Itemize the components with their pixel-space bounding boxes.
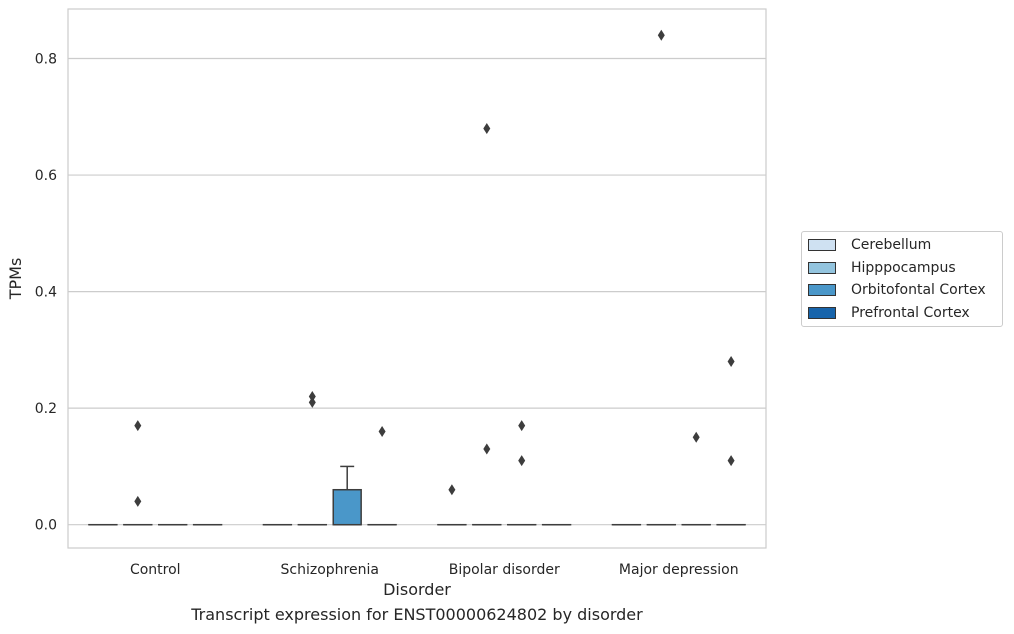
x-tick-label: Schizophrenia <box>281 562 379 578</box>
box-hipppocampus <box>472 122 502 526</box>
y-tick-label: 0.2 <box>35 401 57 417</box>
x-tick-label: Control <box>130 562 181 578</box>
grid-lines <box>68 57 766 526</box>
legend-item-cerebellum: Cerebellum <box>808 235 931 255</box>
legend-swatch-cerebellum <box>808 239 836 251</box>
box-orbitofontal-cortex <box>681 431 711 526</box>
box-plot-marks <box>88 29 746 526</box>
outlier-point <box>448 484 456 496</box>
legend-label: Orbitofontal Cortex <box>851 282 986 298</box>
x-tick-label: Major depression <box>619 562 739 578</box>
legend-item-hippocampus: Hipppocampus <box>808 258 956 278</box>
legend-label: Prefrontal Cortex <box>851 305 970 321</box>
plot-area-frame <box>67 8 767 549</box>
legend-swatch-hippocampus <box>808 262 836 274</box>
box-prefrontal-cortex <box>367 425 397 526</box>
legend-item-orbitofrontal-cortex: Orbitofontal Cortex <box>808 280 986 300</box>
outlier-point <box>134 420 142 432</box>
box-hipppocampus <box>123 420 153 526</box>
y-tick-label: 0.4 <box>35 285 57 301</box>
box-prefrontal-cortex <box>716 356 746 526</box>
outlier-point <box>727 356 735 368</box>
legend-item-prefrontal-cortex: Prefrontal Cortex <box>808 303 970 323</box>
x-axis-tick-labels: Control Schizophrenia Bipolar disorder Majo… <box>130 562 739 578</box>
outlier-point <box>308 390 316 402</box>
outlier-point <box>483 122 491 134</box>
outlier-point <box>727 455 735 467</box>
box-body <box>332 488 362 526</box>
y-tick-label: 0.0 <box>35 518 57 534</box>
outlier-point <box>308 396 316 408</box>
outlier-point <box>518 420 526 432</box>
outlier-point <box>692 431 700 443</box>
legend-label: Cerebellum <box>851 237 932 253</box>
box-hipppocampus <box>646 29 677 526</box>
y-tick-label: 0.8 <box>35 52 57 68</box>
y-tick-label: 0.6 <box>35 168 57 184</box>
box-orbitofontal-cortex <box>332 465 362 526</box>
y-axis-label: TPMs <box>6 258 25 301</box>
legend-label: Hipppocampus <box>851 260 956 276</box>
figure-caption: Transcript expression for ENST0000062480… <box>191 605 643 624</box>
legend: Cerebellum Hipppocampus Orbitofontal Cor… <box>801 231 1003 327</box>
box-cerebellum <box>437 484 467 526</box>
legend-swatch-orbitofrontal-cortex <box>808 284 836 296</box>
outlier-point <box>378 425 386 437</box>
outlier-point <box>134 495 142 507</box>
outlier-point <box>518 455 526 467</box>
outlier-point <box>483 443 491 455</box>
y-axis-tick-labels: 0.0 0.2 0.4 0.6 0.8 <box>35 52 57 534</box>
box-hipppocampus <box>297 390 328 526</box>
x-axis-label: Disorder <box>383 580 451 599</box>
legend-swatch-prefrontal-cortex <box>808 307 836 319</box>
outlier-point <box>657 29 665 41</box>
box-orbitofontal-cortex <box>506 420 537 526</box>
x-tick-label: Bipolar disorder <box>449 562 560 578</box>
